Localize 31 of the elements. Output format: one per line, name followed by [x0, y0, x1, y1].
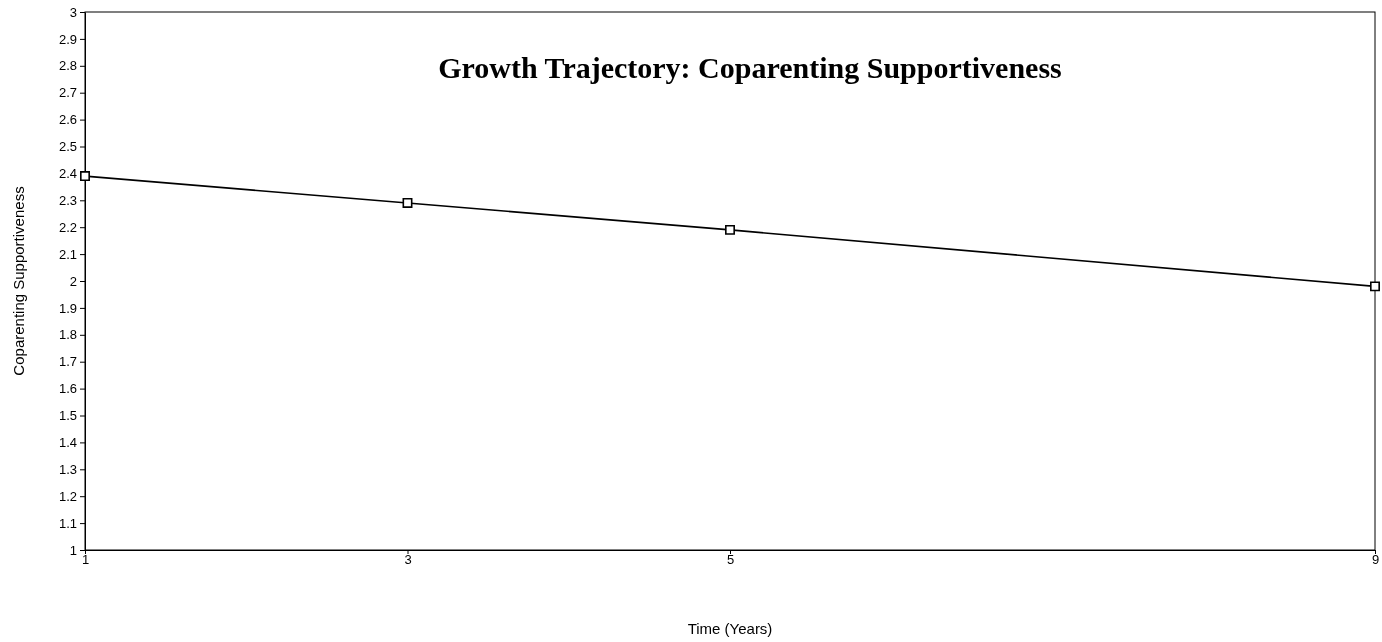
y-tick-label: 2.3 [58, 192, 77, 208]
y-tick-label: 2.6 [58, 112, 77, 128]
text: Growth Trajectory: Coparenting Supportiveness [438, 51, 1062, 84]
y-tick-label: 1.8 [58, 327, 77, 343]
y-tick-label: 2.9 [58, 31, 77, 47]
x-tick-label: 1 [81, 551, 90, 567]
y-tick-label: 1.3 [58, 461, 77, 477]
y-tick-label: 1.1 [58, 515, 77, 531]
y-tick-label: 1.7 [58, 354, 77, 370]
y-tick-label: 1.2 [58, 488, 77, 504]
y-tick-label: 1.6 [58, 381, 77, 397]
y-tick-label: 3 [69, 4, 77, 20]
point [725, 224, 735, 235]
x-axis-title: Time (Years) [687, 620, 773, 637]
x-tick-label: 3 [404, 551, 412, 567]
x-tick-label: 9 [1371, 551, 1380, 567]
point [1370, 281, 1380, 292]
y-tick-label: 1.5 [58, 408, 77, 424]
y-tick-label: 2 [69, 273, 77, 289]
y-tick-label: 1.4 [58, 435, 77, 451]
x-tick-label: 5 [726, 551, 735, 567]
y-tick-label: 2.7 [58, 85, 77, 101]
y-axis-title: Coparenting Supportiveness [10, 186, 27, 376]
y-tick-label: 2.5 [58, 139, 77, 155]
point [80, 171, 90, 182]
y-tick-label: 2.4 [58, 166, 77, 182]
y-tick-label: 2.8 [58, 58, 77, 74]
y-tick-label: 2.1 [58, 246, 77, 262]
y-tick-label: 1.9 [58, 300, 77, 316]
y-tick-label: 2.2 [58, 219, 77, 235]
point [402, 198, 413, 208]
